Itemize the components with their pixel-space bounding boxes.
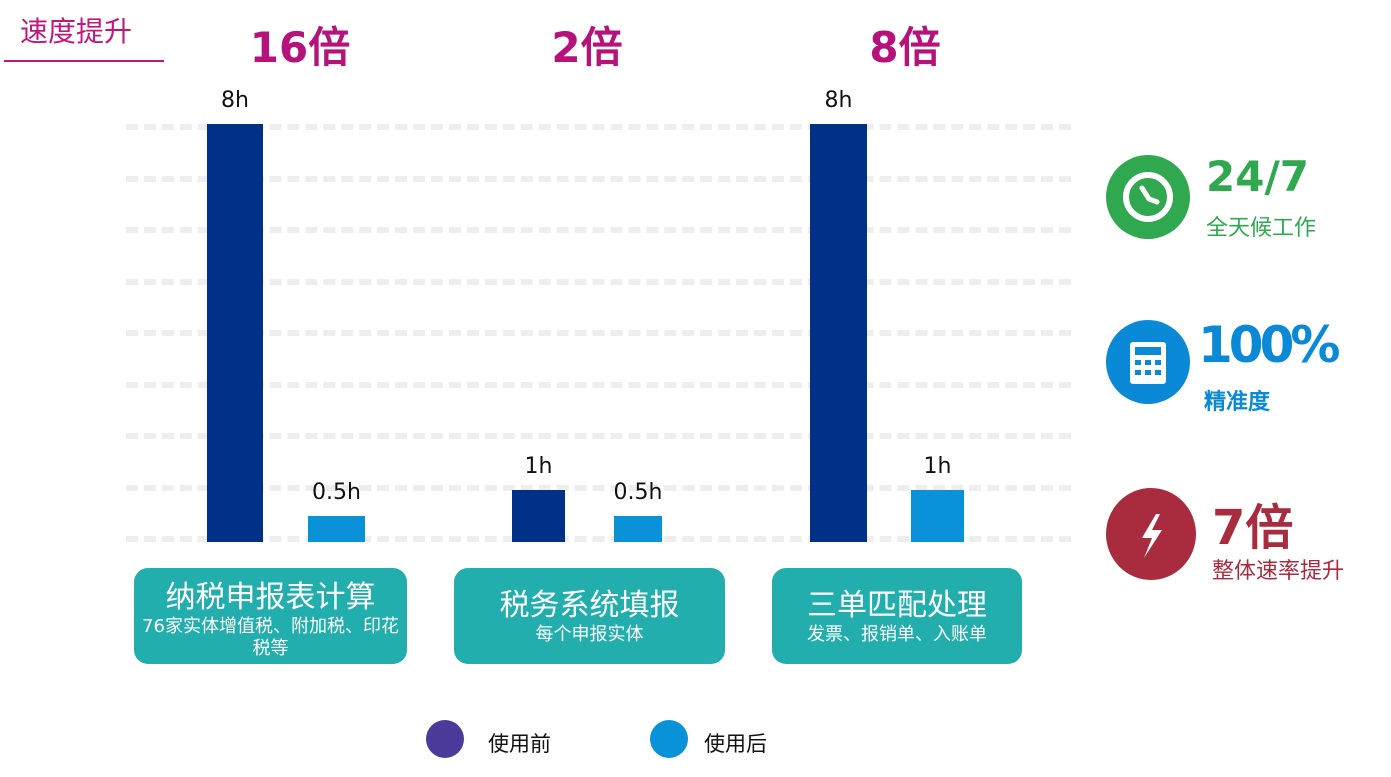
multiplier-label: 8倍 <box>869 23 941 72</box>
category-box: 三单匹配处理 发票、报销单、入账单 <box>772 568 1022 664</box>
bar-after <box>308 515 365 542</box>
bar-before <box>207 124 263 542</box>
bar-value-label: 8h <box>221 88 249 114</box>
bar-after <box>614 515 662 542</box>
legend-label-before: 使用前 <box>488 732 551 756</box>
title-underline <box>4 60 164 62</box>
gridline <box>126 433 1071 439</box>
stat-value: 7倍 <box>1212 500 1294 556</box>
bar-before <box>512 489 565 542</box>
category-subtitle: 每个申报实体 <box>535 624 644 645</box>
stat-label: 整体速率提升 <box>1212 559 1345 584</box>
stat-label: 全天候工作 <box>1206 216 1317 241</box>
gridline <box>126 536 1071 542</box>
stat-label: 精准度 <box>1204 390 1271 415</box>
gridline <box>126 227 1071 233</box>
category-title: 税务系统填报 <box>499 588 680 623</box>
gridline <box>126 484 1071 491</box>
gridline <box>126 124 1071 130</box>
category-title: 纳税申报表计算 <box>165 580 376 615</box>
gridline <box>126 175 1071 182</box>
stat-value: 100% <box>1198 316 1340 374</box>
legend-swatch-after <box>650 720 688 758</box>
calculator-icon <box>1106 320 1190 404</box>
category-box: 纳税申报表计算 76家实体增值税、附加税、印花税等 <box>134 568 407 664</box>
bar-value-label: 1h <box>923 453 952 479</box>
gridline <box>126 330 1071 336</box>
category-subtitle: 76家实体增值税、附加税、印花税等 <box>142 616 399 659</box>
bar-value-label: 8h <box>824 88 853 114</box>
multiplier-label: 2倍 <box>551 23 623 72</box>
bar-before <box>810 124 867 542</box>
bar-value-label: 1h <box>524 453 553 479</box>
lightning-icon <box>1106 488 1196 580</box>
category-box: 税务系统填报 每个申报实体 <box>454 568 725 664</box>
clock-icon <box>1106 155 1190 239</box>
category-subtitle: 发票、报销单、入账单 <box>807 624 987 645</box>
bar-value-label: 0.5h <box>312 479 361 505</box>
page-title: 速度提升 <box>20 15 133 48</box>
category-title: 三单匹配处理 <box>807 588 987 623</box>
bar-after <box>911 489 964 542</box>
legend-swatch-before <box>426 720 464 758</box>
legend-label-after: 使用后 <box>704 732 767 756</box>
multiplier-label: 16倍 <box>249 23 351 72</box>
gridline <box>126 278 1071 285</box>
stat-value: 24/7 <box>1206 152 1310 201</box>
gridline <box>126 381 1071 388</box>
bar-value-label: 0.5h <box>613 479 663 505</box>
